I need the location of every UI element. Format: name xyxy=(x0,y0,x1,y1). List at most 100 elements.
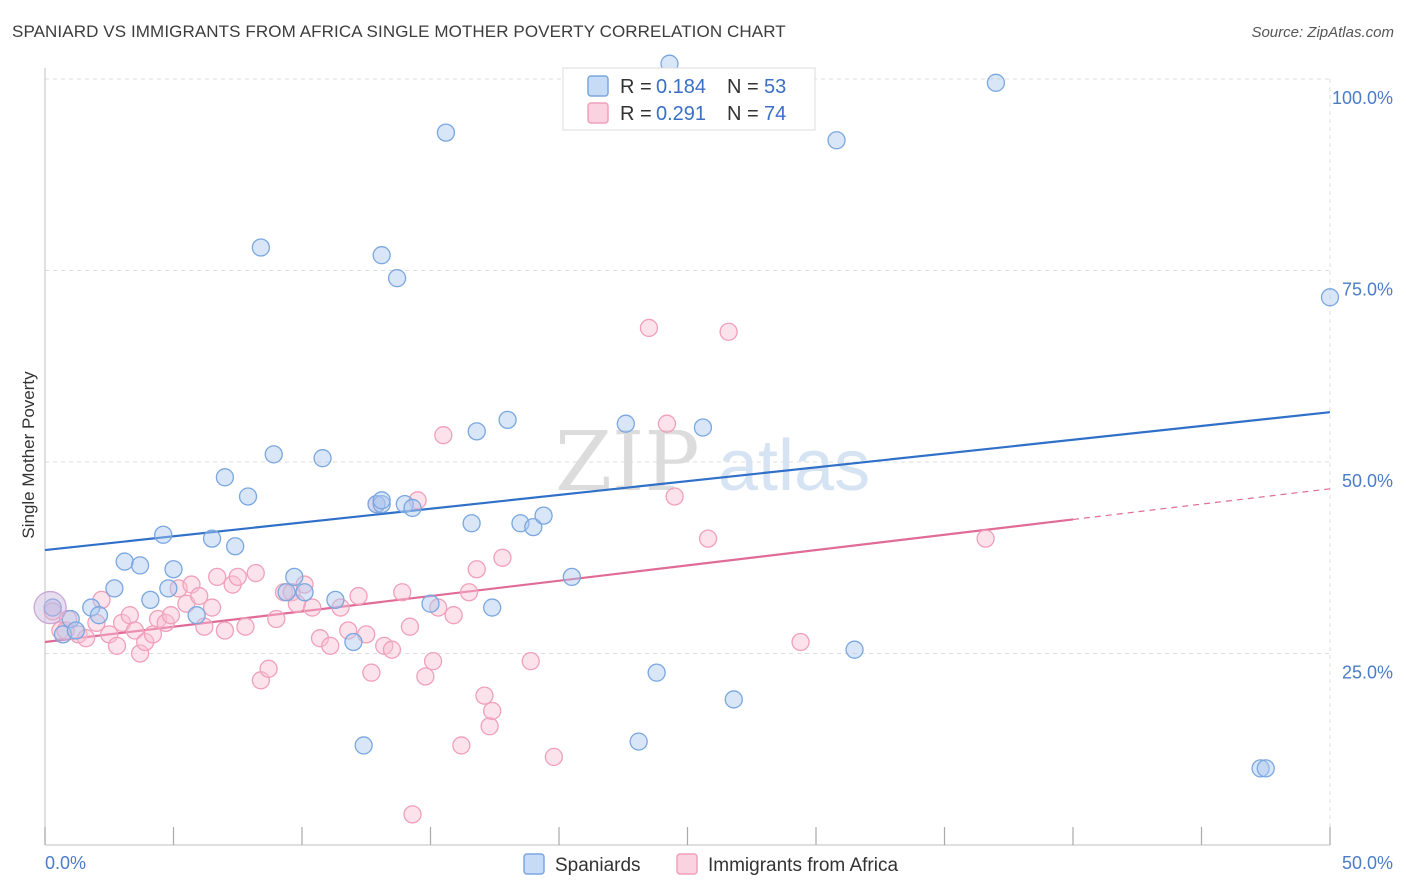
point-spaniards-19 xyxy=(264,445,283,464)
point-africa-70 xyxy=(791,632,810,652)
point-africa-12 xyxy=(130,644,150,663)
y-tick-label-0: 25.0% xyxy=(1342,663,1393,683)
y-tick-label-1: 50.0% xyxy=(1342,471,1393,491)
point-spaniards-9 xyxy=(141,590,160,610)
point-spaniards-3 xyxy=(66,621,85,640)
point-spaniards-33 xyxy=(403,498,422,518)
trend-line-africa-extension xyxy=(1072,488,1331,521)
point-africa-68 xyxy=(698,529,718,548)
point-spaniards-53 xyxy=(1251,759,1270,778)
point-spaniards-26 xyxy=(354,736,373,755)
legend-r-label-africa: R = xyxy=(620,103,652,125)
point-spaniards-21 xyxy=(285,567,304,587)
legend-swatch-africa xyxy=(587,102,609,124)
watermark-zip: ZIP xyxy=(555,415,700,510)
point-africa-13 xyxy=(136,632,155,652)
point-spaniards-31 xyxy=(387,269,407,288)
point-spaniards-12 xyxy=(164,560,183,579)
legend-r-value-spaniards: 0.184 xyxy=(656,76,706,98)
axes xyxy=(44,68,1331,846)
legend-bottom-label-africa: Immigrants from Africa xyxy=(708,855,898,876)
legend-n-label-africa: N = xyxy=(727,103,759,125)
legend-r-value-africa: 0.291 xyxy=(656,103,706,125)
point-spaniards-17 xyxy=(238,487,258,506)
point-spaniards-39 xyxy=(498,410,517,430)
point-africa-62 xyxy=(521,652,540,671)
point-spaniards-49 xyxy=(724,690,743,709)
point-africa-53 xyxy=(434,426,453,445)
point-spaniards-20 xyxy=(277,583,296,602)
point-africa-56 xyxy=(459,583,479,602)
legend-r-label-spaniards: R = xyxy=(620,76,652,98)
point-spaniards-43 xyxy=(562,567,581,587)
point-africa-38 xyxy=(321,636,340,655)
source-label: Source: ZipAtlas.com xyxy=(1251,24,1394,41)
point-africa-73 xyxy=(161,606,181,625)
point-africa-57 xyxy=(467,560,486,579)
point-africa-41 xyxy=(349,586,368,606)
legend-top: R = 0.184 N = 53 R = 0.291 N = 74 xyxy=(562,67,816,131)
point-spaniards-0 xyxy=(43,598,62,617)
point-africa-61 xyxy=(493,548,512,567)
point-africa-47 xyxy=(393,583,412,602)
point-africa-31 xyxy=(267,609,286,629)
point-africa-23 xyxy=(208,567,227,587)
point-spaniards-8 xyxy=(130,556,150,575)
y-tick-labels: 25.0% 50.0% 75.0% 100.0% xyxy=(1332,88,1393,683)
legend-n-value-africa: 74 xyxy=(764,103,786,125)
point-africa-10 xyxy=(120,606,139,625)
point-spaniards-13 xyxy=(187,606,206,625)
x-tick-label-min: 0.0% xyxy=(45,853,86,873)
point-africa-48 xyxy=(400,617,420,636)
trend-line-spaniards xyxy=(44,411,1331,552)
point-spaniards-5 xyxy=(89,606,109,625)
point-spaniards-51 xyxy=(845,640,864,659)
point-africa-40 xyxy=(339,621,358,640)
point-africa-46 xyxy=(382,640,402,659)
point-spaniards-29 xyxy=(372,491,391,510)
point-africa-71 xyxy=(976,529,995,548)
point-spaniards-36 xyxy=(462,514,481,533)
watermark-atlas: atlas xyxy=(718,426,870,506)
point-africa-64 xyxy=(403,805,422,824)
point-africa-6 xyxy=(92,590,111,610)
point-spaniards-48 xyxy=(693,418,713,437)
point-spaniards-24 xyxy=(326,590,345,610)
point-africa-24 xyxy=(215,621,235,640)
data-points xyxy=(33,54,1340,824)
legend-bottom-swatch-africa xyxy=(676,853,698,875)
point-africa-63 xyxy=(544,747,564,767)
point-spaniards-22 xyxy=(295,583,314,602)
point-africa-50 xyxy=(416,667,435,686)
point-africa-59 xyxy=(480,717,499,736)
legend-bottom-swatch-spaniards xyxy=(523,853,545,875)
point-spaniards-4 xyxy=(82,598,101,617)
chart-title: SPANIARD VS IMMIGRANTS FROM AFRICA SINGL… xyxy=(12,22,786,41)
point-africa-66 xyxy=(657,414,677,433)
point-africa-60 xyxy=(483,701,502,721)
point-africa-26 xyxy=(228,567,247,587)
point-spaniards-34 xyxy=(421,594,440,613)
point-spaniards-2 xyxy=(61,609,80,629)
point-africa-36 xyxy=(303,598,322,617)
legend-n-label-spaniards: N = xyxy=(727,76,759,98)
point-spaniards-11 xyxy=(159,579,178,598)
legend-bottom-label-spaniards: Spaniards xyxy=(555,855,641,876)
point-africa-54 xyxy=(444,606,463,625)
point-cluster-origin xyxy=(33,590,67,625)
point-africa-27 xyxy=(236,617,255,636)
point-spaniards-44 xyxy=(616,414,635,433)
point-spaniards-7 xyxy=(115,552,134,571)
point-africa-35 xyxy=(295,575,314,594)
trend-line-africa xyxy=(44,518,1074,644)
point-spaniards-30 xyxy=(372,246,391,265)
point-spaniards-23 xyxy=(313,449,332,468)
point-africa-30 xyxy=(259,659,278,678)
point-africa-8 xyxy=(107,636,127,655)
point-africa-11 xyxy=(125,621,145,640)
legend-swatch-spaniards xyxy=(587,75,609,97)
point-spaniards-38 xyxy=(483,598,502,617)
point-spaniards-45 xyxy=(629,732,648,751)
y-tick-label-3: 100.0% xyxy=(1332,88,1393,108)
